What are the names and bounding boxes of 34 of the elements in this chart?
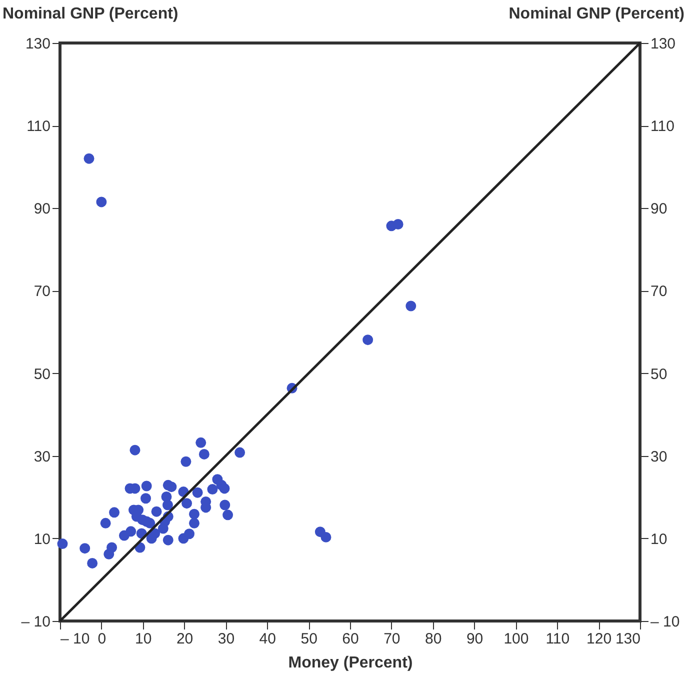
y-tick-label: 70	[34, 283, 50, 300]
x-tick-label: 120	[586, 630, 612, 648]
x-tick-label: 60	[342, 630, 359, 648]
x-tick-label: 80	[425, 630, 442, 648]
y2-axis-title: Nominal GNP (Percent)	[508, 6, 684, 22]
x-tick-label: 130	[615, 630, 640, 648]
x-tick-label: 0	[98, 630, 106, 648]
y-tick-label: 110	[26, 118, 50, 136]
y2-tick-label: 90	[650, 200, 668, 218]
x-tick-label: – 10	[60, 630, 90, 648]
x-axis-title: Money (Percent)	[288, 654, 413, 672]
y-tick-label: 130	[25, 36, 50, 52]
y2-tick-label: – 10	[650, 614, 680, 630]
x-tick-label: 90	[466, 630, 484, 648]
y2-tick-label: 50	[650, 366, 668, 383]
y2-tick-label: 70	[650, 283, 668, 300]
y-tick-label: 50	[34, 366, 50, 383]
x-tick-label: 30	[218, 630, 235, 648]
y-tick-label: 90	[34, 200, 50, 218]
x-tick-label: 20	[176, 630, 194, 648]
y-tick-label: – 10	[21, 614, 50, 630]
y2-tick-label: 110	[650, 118, 674, 136]
y2-tick-label: 30	[650, 448, 668, 466]
y2-tick-label: 130	[650, 36, 676, 52]
y-axis-title: Nominal GNP (Percent)	[2, 6, 178, 22]
x-tick-label: 40	[259, 630, 276, 648]
x-tick-label: 70	[384, 630, 400, 648]
x-tick-label: 110	[546, 630, 570, 648]
y-tick-label: 10	[34, 530, 50, 548]
x-tick-label: 50	[300, 630, 318, 648]
x-tick-label: 10	[135, 630, 152, 648]
y-tick-label: 30	[34, 448, 50, 466]
x-tick-label: 100	[504, 630, 529, 648]
y2-tick-label: 10	[650, 530, 668, 548]
